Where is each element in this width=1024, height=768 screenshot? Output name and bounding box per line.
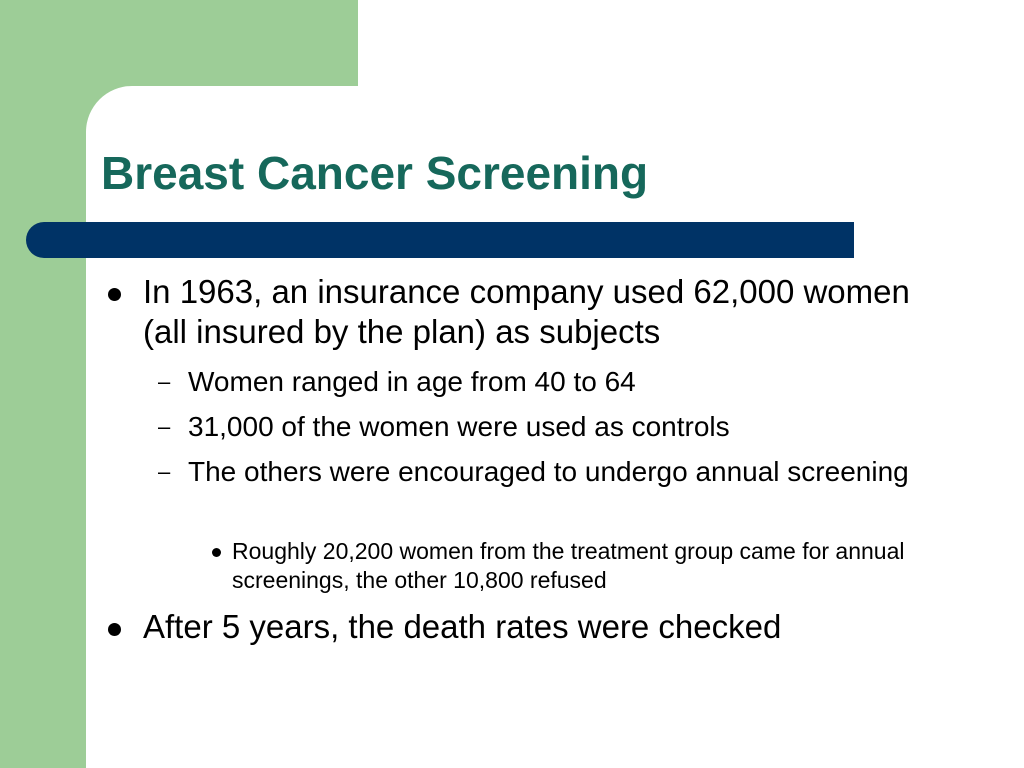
sub-bullet-item: – Women ranged in age from 40 to 64 — [158, 364, 968, 400]
bullet-text: After 5 years, the death rates were chec… — [143, 608, 782, 645]
sub-sub-bullet-item: Roughly 20,200 women from the treatment … — [212, 537, 972, 595]
dash-icon: – — [158, 369, 171, 394]
bullet-text: In 1963, an insurance company used 62,00… — [143, 273, 910, 350]
dash-icon: – — [158, 414, 171, 439]
sub-sub-bullet-text: Roughly 20,200 women from the treatment … — [232, 538, 905, 593]
sub-bullet-text: 31,000 of the women were used as control… — [188, 411, 730, 442]
bullet-dot-icon — [212, 548, 221, 557]
bullet-item: After 5 years, the death rates were chec… — [108, 607, 963, 647]
bullet-dot-icon — [108, 623, 121, 636]
dash-icon: – — [158, 459, 171, 484]
bullet-item: In 1963, an insurance company used 62,00… — [108, 272, 963, 352]
bullet-dot-icon — [108, 288, 121, 301]
sub-bullet-text: The others were encouraged to undergo an… — [188, 456, 909, 487]
title-underline-bar — [26, 222, 854, 258]
sub-bullet-item: – The others were encouraged to undergo … — [158, 454, 968, 490]
content-panel — [86, 86, 1024, 768]
slide-title: Breast Cancer Screening — [101, 147, 649, 199]
sub-bullet-text: Women ranged in age from 40 to 64 — [188, 366, 636, 397]
sub-bullet-item: – 31,000 of the women were used as contr… — [158, 409, 968, 445]
